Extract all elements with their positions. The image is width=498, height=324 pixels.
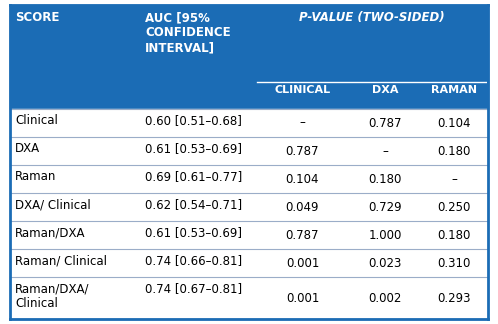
Text: Raman/DXA/
Clinical: Raman/DXA/ Clinical — [15, 283, 90, 310]
Text: 0.250: 0.250 — [437, 201, 471, 214]
Text: 0.787: 0.787 — [286, 229, 319, 242]
Bar — [10, 137, 488, 165]
Text: 0.787: 0.787 — [368, 117, 402, 130]
Text: 0.023: 0.023 — [369, 257, 402, 270]
Text: 0.310: 0.310 — [437, 257, 471, 270]
Text: RAMAN: RAMAN — [431, 85, 477, 95]
Text: 0.104: 0.104 — [437, 117, 471, 130]
Text: 0.001: 0.001 — [286, 257, 319, 270]
Text: 0.180: 0.180 — [369, 173, 402, 186]
Bar — [10, 249, 488, 277]
Text: 0.001: 0.001 — [286, 292, 319, 305]
Text: –: – — [451, 173, 457, 186]
Text: 0.180: 0.180 — [437, 145, 471, 157]
Text: DXA: DXA — [372, 85, 398, 95]
Text: CLINICAL: CLINICAL — [274, 85, 331, 95]
Text: P-VALUE (TWO-SIDED): P-VALUE (TWO-SIDED) — [299, 11, 444, 24]
Text: DXA: DXA — [15, 142, 40, 155]
Text: 0.74 [0.66–0.81]: 0.74 [0.66–0.81] — [145, 254, 242, 267]
Text: 0.60 [0.51–0.68]: 0.60 [0.51–0.68] — [145, 114, 242, 127]
Text: 0.049: 0.049 — [286, 201, 319, 214]
Text: 0.74 [0.67–0.81]: 0.74 [0.67–0.81] — [145, 283, 242, 295]
Text: –: – — [300, 117, 305, 130]
Text: 0.180: 0.180 — [437, 229, 471, 242]
Bar — [10, 277, 488, 319]
Text: 0.104: 0.104 — [286, 173, 319, 186]
Text: Clinical: Clinical — [15, 114, 58, 127]
Bar — [10, 193, 488, 221]
Text: Raman/DXA: Raman/DXA — [15, 226, 86, 239]
Bar — [10, 109, 488, 137]
Text: Raman/ Clinical: Raman/ Clinical — [15, 254, 107, 267]
Text: 0.61 [0.53–0.69]: 0.61 [0.53–0.69] — [145, 142, 242, 155]
Text: 0.61 [0.53–0.69]: 0.61 [0.53–0.69] — [145, 226, 242, 239]
Bar — [10, 165, 488, 193]
Text: 1.000: 1.000 — [369, 229, 402, 242]
Text: 0.62 [0.54–0.71]: 0.62 [0.54–0.71] — [145, 198, 242, 211]
Bar — [10, 5, 488, 109]
Text: SCORE: SCORE — [15, 11, 59, 24]
Text: 0.787: 0.787 — [286, 145, 319, 157]
Bar — [10, 221, 488, 249]
Text: AUC [95%
CONFIDENCE
INTERVAL]: AUC [95% CONFIDENCE INTERVAL] — [145, 11, 231, 54]
Text: Raman: Raman — [15, 170, 56, 183]
Text: 0.729: 0.729 — [368, 201, 402, 214]
Text: 0.69 [0.61–0.77]: 0.69 [0.61–0.77] — [145, 170, 242, 183]
Text: 0.293: 0.293 — [437, 292, 471, 305]
Text: DXA/ Clinical: DXA/ Clinical — [15, 198, 91, 211]
Text: 0.002: 0.002 — [369, 292, 402, 305]
Text: –: – — [382, 145, 388, 157]
